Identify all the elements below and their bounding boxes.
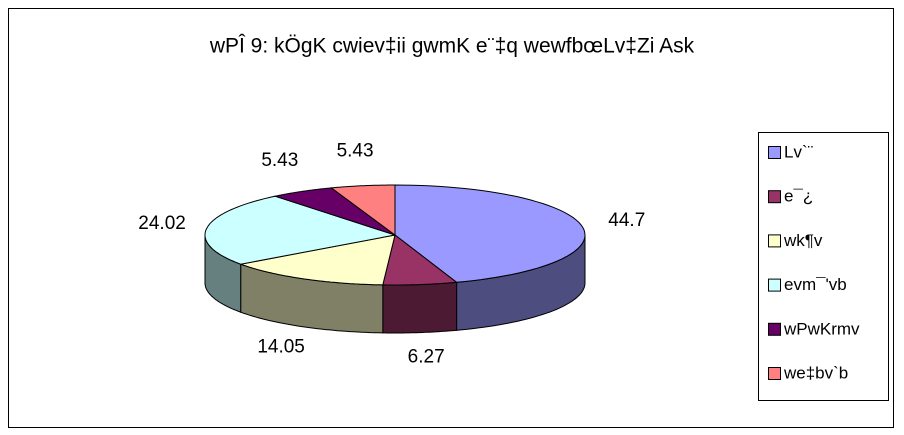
data-label: 5.43 xyxy=(261,150,298,171)
data-label: 5.43 xyxy=(337,140,374,161)
data-label: 14.05 xyxy=(257,336,305,357)
legend-box xyxy=(758,132,889,401)
legend-label: e¯¿ xyxy=(784,187,813,206)
legend-label: wk¶v xyxy=(783,231,823,250)
data-label: 24.02 xyxy=(138,213,186,234)
pie-slice xyxy=(204,195,396,265)
legend-swatch xyxy=(768,190,781,204)
legend-swatch xyxy=(768,146,781,159)
legend-label: we‡bv`b xyxy=(783,363,848,382)
pie-slice xyxy=(238,234,396,286)
legend-swatch xyxy=(768,367,781,380)
pie-slice xyxy=(273,187,396,236)
chart-title: wPÎ 9: kÖgK cwiev‡ii gwmK e¨‡q wewfbœLv‡… xyxy=(209,35,695,58)
data-label: 44.7 xyxy=(608,210,645,231)
pie-slice xyxy=(382,234,458,286)
legend-swatch xyxy=(768,234,781,248)
legend-label: Lv`¨ xyxy=(784,142,813,161)
pie-slice xyxy=(330,184,396,236)
data-label: 6.27 xyxy=(408,346,445,367)
pie-slice-side xyxy=(382,281,458,334)
legend-swatch xyxy=(768,278,781,292)
pie-slice xyxy=(394,184,586,283)
legend-label: evm¯'vb xyxy=(784,275,847,294)
legend-label: wPwKrmv xyxy=(783,319,860,338)
legend-swatch xyxy=(768,322,781,336)
